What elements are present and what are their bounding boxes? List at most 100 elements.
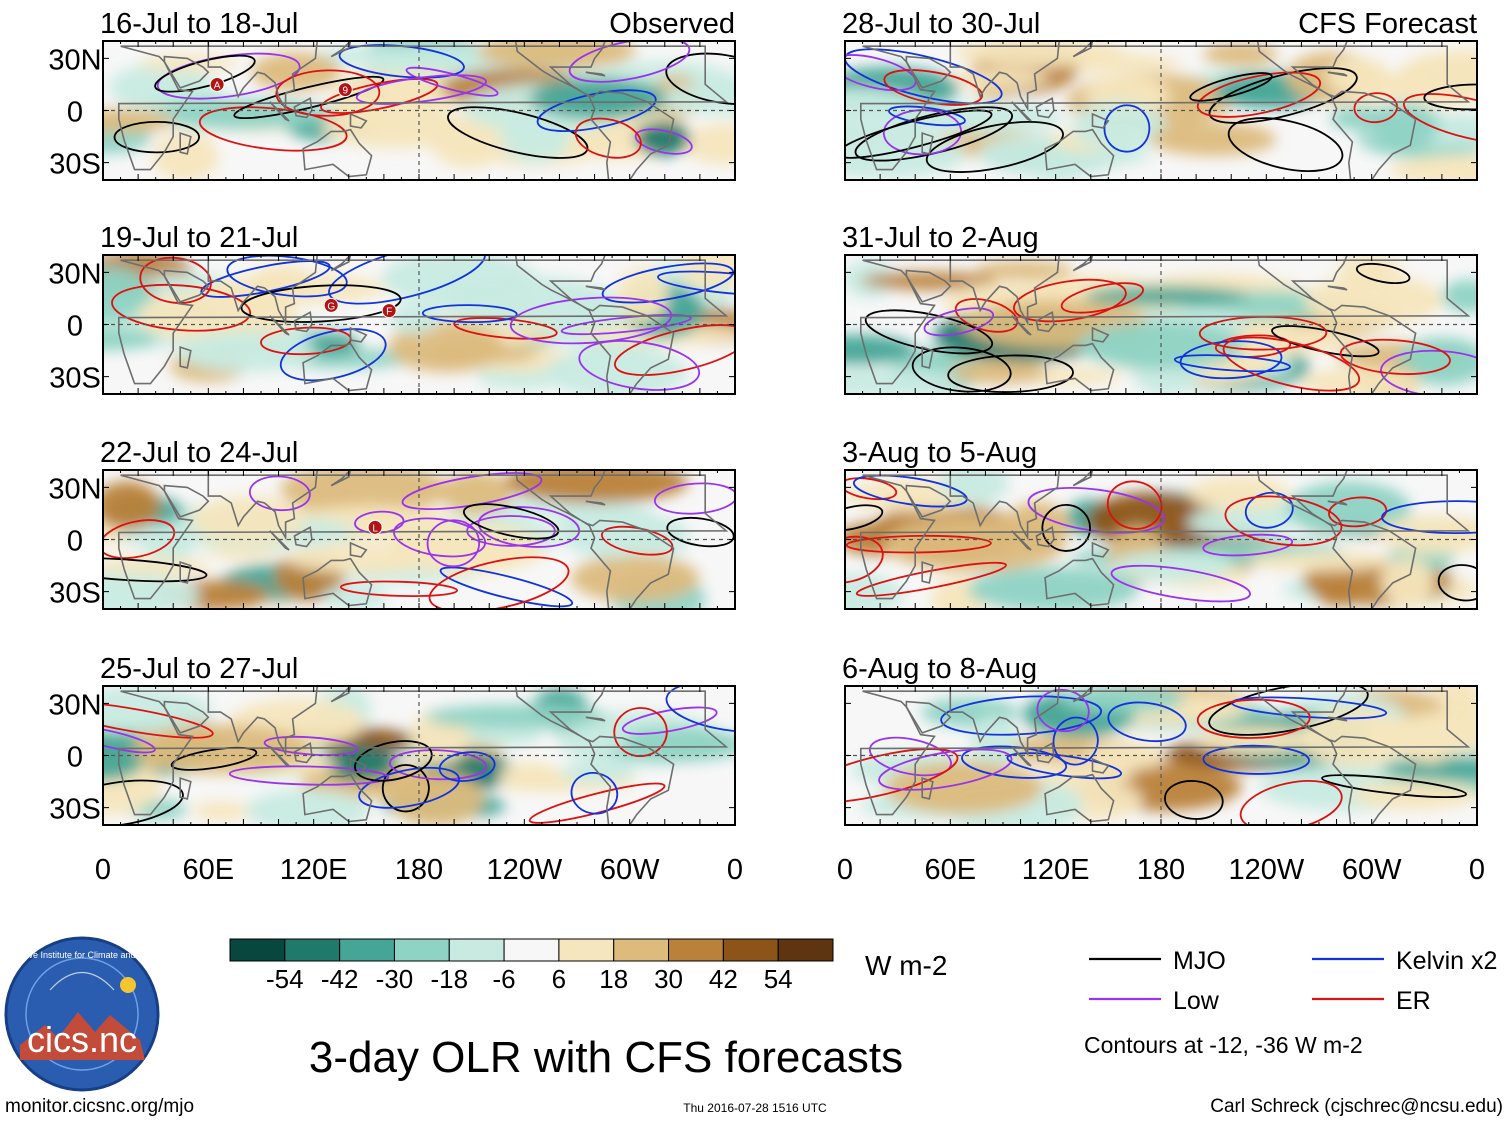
logo-disc — [4, 936, 160, 1092]
legend-label: Kelvin x2 — [1396, 947, 1497, 975]
coastlines — [118, 41, 729, 180]
y-tick-label: 30S — [49, 363, 101, 395]
y-tick-label: 30S — [49, 578, 101, 610]
y-tick-label: 30S — [49, 794, 101, 826]
coastlines — [860, 255, 1471, 394]
legend-item: ER — [1312, 987, 1431, 1015]
x-tick-label: 60W — [1342, 854, 1402, 886]
colorbar-tick-label: -42 — [321, 964, 359, 994]
olr-anomaly-field — [849, 686, 1477, 825]
map-panel: 3-Aug to 5-Aug — [842, 437, 1478, 610]
colorbar-swatch — [503, 938, 560, 962]
map-panel: L 22-Jul to 24-Jul 30N 0 30S — [48, 437, 736, 610]
panel-title: 31-Jul to 2-Aug — [842, 222, 1039, 254]
y-tick-label: 30S — [49, 149, 101, 181]
storm-marker-letter: G — [327, 301, 335, 312]
storm-marker-letter: L — [372, 523, 378, 534]
colorbar-tick-label: -18 — [430, 964, 468, 994]
colorbar-tick-label: 18 — [599, 964, 628, 994]
panel-title: 22-Jul to 24-Jul — [100, 437, 298, 469]
x-axis-tick-labels: 0 60E 120E 180 120W 60W 0 0 60E 120E 180 120W 60W 0 — [95, 854, 1485, 886]
x-tick-label: 120E — [280, 854, 348, 886]
filtered-contours — [845, 474, 1477, 603]
colorbar-tick-label: -30 — [376, 964, 414, 994]
colorbar-swatch — [284, 938, 341, 962]
logo-ring-text: Cooperative Institute for Climate and Sa… — [0, 950, 175, 960]
panel-title: 19-Jul to 21-Jul — [100, 222, 298, 254]
coastlines — [118, 686, 729, 825]
storm-marker: G — [323, 297, 339, 313]
colorbar-tick-label: -54 — [266, 964, 304, 994]
chart-title: 3-day OLR with CFS forecasts — [309, 1033, 903, 1082]
legend: MJO Kelvin x2 Low ER — [1089, 947, 1497, 1015]
colorbar-swatch — [722, 938, 779, 962]
legend-label: Low — [1173, 987, 1220, 1015]
map-panel: 31-Jul to 2-Aug — [842, 222, 1478, 395]
observed-label: Observed — [609, 8, 735, 40]
colorbar-tick-label: 54 — [764, 964, 793, 994]
panel-title: 16-Jul to 18-Jul — [100, 8, 298, 40]
colorbar: -54 -42 -30 -18 -6 6 18 30 42 54 — [229, 938, 834, 994]
y-tick-label: 0 — [67, 526, 83, 558]
colorbar-units: W m-2 — [865, 950, 947, 981]
storm-marker-letter: A — [214, 80, 221, 91]
coastlines — [118, 255, 729, 394]
y-tick-label: 0 — [67, 742, 83, 774]
y-tick-label: 0 — [67, 97, 83, 129]
coastlines — [860, 41, 1471, 180]
colorbar-swatch — [339, 938, 395, 962]
y-tick-label: 30N — [48, 44, 101, 76]
y-tick-label: 0 — [67, 311, 83, 343]
colorbar-swatch — [668, 938, 724, 962]
cics-logo: Cooperative Institute for Climate and Sa… — [0, 936, 175, 1092]
x-tick-label: 120W — [486, 854, 562, 886]
map-panels: A 9 16-Jul to 18-Jul Observed 30N 0 30S G F 19-Ju… — [48, 8, 1478, 826]
coastlines — [118, 470, 729, 609]
footer-timestamp: Thu 2016-07-28 1516 UTC — [683, 1101, 827, 1115]
storm-marker: L — [367, 519, 383, 535]
panel-title: 6-Aug to 8-Aug — [842, 653, 1037, 685]
storm-marker: A — [209, 76, 225, 92]
forecast-label: CFS Forecast — [1298, 8, 1477, 40]
footer-author: Carl Schreck (cjschrec@ncsu.edu) — [1210, 1096, 1503, 1117]
coastlines — [860, 686, 1471, 825]
colorbar-tick-label: 30 — [654, 964, 683, 994]
colorbar-swatch — [613, 938, 670, 962]
legend-item: Low — [1089, 987, 1220, 1015]
colorbar-swatch — [777, 938, 834, 962]
x-tick-label: 120W — [1228, 854, 1304, 886]
storm-marker-letter: F — [386, 307, 392, 318]
x-tick-label: 180 — [1137, 854, 1185, 886]
colorbar-tick-label: 42 — [709, 964, 738, 994]
filtered-contours — [113, 41, 735, 159]
footer-url: monitor.cicsnc.org/mjo — [5, 1096, 194, 1117]
x-tick-label: 0 — [727, 854, 743, 886]
legend-item: MJO — [1089, 947, 1226, 975]
y-tick-label: 30N — [48, 258, 101, 290]
x-tick-label: 180 — [395, 854, 443, 886]
map-panel: 28-Jul to 30-Jul CFS Forecast — [842, 8, 1478, 181]
colorbar-tick-label: -6 — [493, 964, 516, 994]
colorbar-swatch — [393, 938, 450, 962]
orbit-icon — [49, 971, 115, 991]
map-panel: 6-Aug to 8-Aug — [842, 653, 1478, 826]
panel-title: 3-Aug to 5-Aug — [842, 437, 1037, 469]
filtered-contours — [103, 686, 735, 825]
map-panel: A 9 16-Jul to 18-Jul Observed 30N 0 30S — [48, 8, 736, 181]
y-tick-label: 30N — [48, 689, 101, 721]
y-tick-label: 30N — [48, 473, 101, 505]
storm-marker: F — [381, 303, 397, 319]
sun-icon — [120, 977, 136, 993]
x-tick-label: 0 — [1469, 854, 1485, 886]
colorbar-tick-label: 6 — [552, 964, 566, 994]
legend-item: Kelvin x2 — [1312, 947, 1497, 975]
storm-marker-letter: 9 — [342, 86, 348, 97]
x-tick-label: 0 — [95, 854, 111, 886]
legend-label: ER — [1396, 987, 1431, 1015]
x-tick-label: 60E — [925, 854, 977, 886]
storm-marker: 9 — [337, 82, 353, 98]
olr-anomaly-field — [103, 686, 735, 825]
x-tick-label: 60W — [600, 854, 660, 886]
contour-note: Contours at -12, -36 W m-2 — [1084, 1032, 1363, 1058]
